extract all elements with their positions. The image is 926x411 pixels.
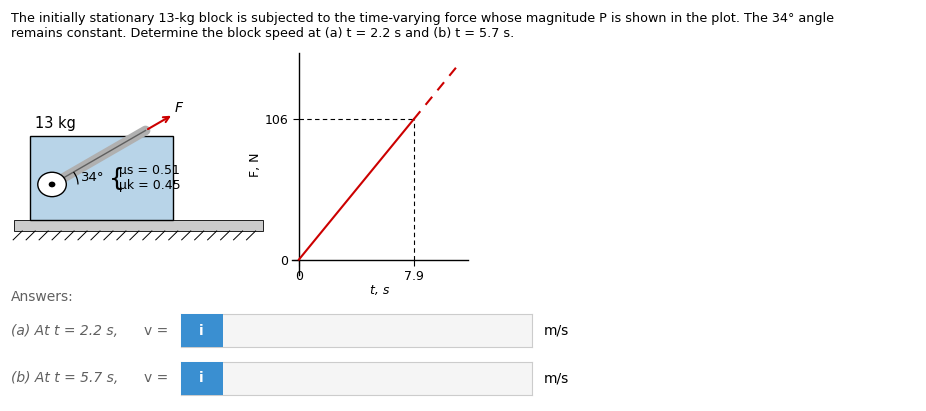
Text: (b) At t = 5.7 s,: (b) At t = 5.7 s, [11, 371, 119, 385]
Bar [181, 314, 223, 347]
Bar [30, 136, 172, 220]
Text: 13 kg: 13 kg [35, 116, 76, 131]
Text: 34°: 34° [81, 171, 104, 184]
Text: $\{$: $\{$ [107, 165, 122, 192]
Text: μk = 0.45: μk = 0.45 [119, 179, 181, 192]
Bar [15, 220, 263, 231]
Text: m/s: m/s [544, 371, 569, 385]
Text: Answers:: Answers: [11, 290, 74, 304]
Text: m/s: m/s [544, 324, 569, 338]
Text: μs = 0.51: μs = 0.51 [119, 164, 181, 178]
Circle shape [49, 182, 56, 187]
Text: The initially stationary 13-kg block is subjected to the time-varying force whos: The initially stationary 13-kg block is … [11, 12, 834, 40]
Text: v =: v = [144, 324, 168, 338]
Text: v =: v = [144, 371, 168, 385]
Text: F: F [175, 101, 182, 115]
X-axis label: t, s: t, s [370, 284, 389, 297]
Bar [181, 362, 223, 395]
Y-axis label: F, N: F, N [249, 152, 262, 177]
Text: i: i [199, 371, 204, 385]
Text: (a) At t = 2.2 s,: (a) At t = 2.2 s, [11, 324, 119, 338]
Text: i: i [199, 324, 204, 338]
Circle shape [38, 172, 67, 197]
